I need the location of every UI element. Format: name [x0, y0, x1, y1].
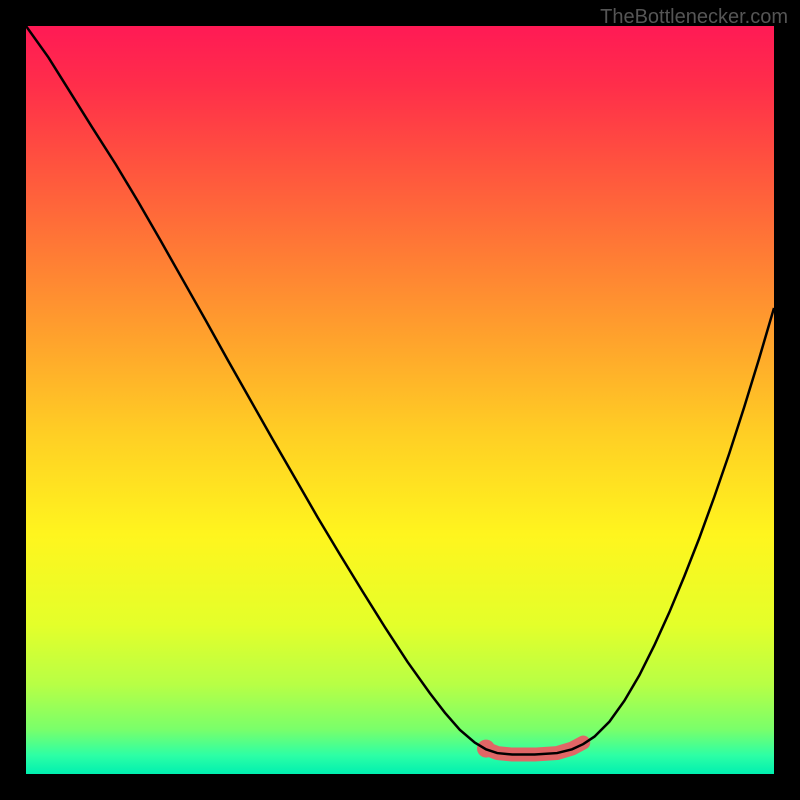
watermark-text: TheBottlenecker.com: [600, 6, 788, 29]
plot-area: [26, 26, 774, 774]
curve-layer: [26, 26, 774, 774]
bottleneck-curve: [26, 26, 774, 755]
